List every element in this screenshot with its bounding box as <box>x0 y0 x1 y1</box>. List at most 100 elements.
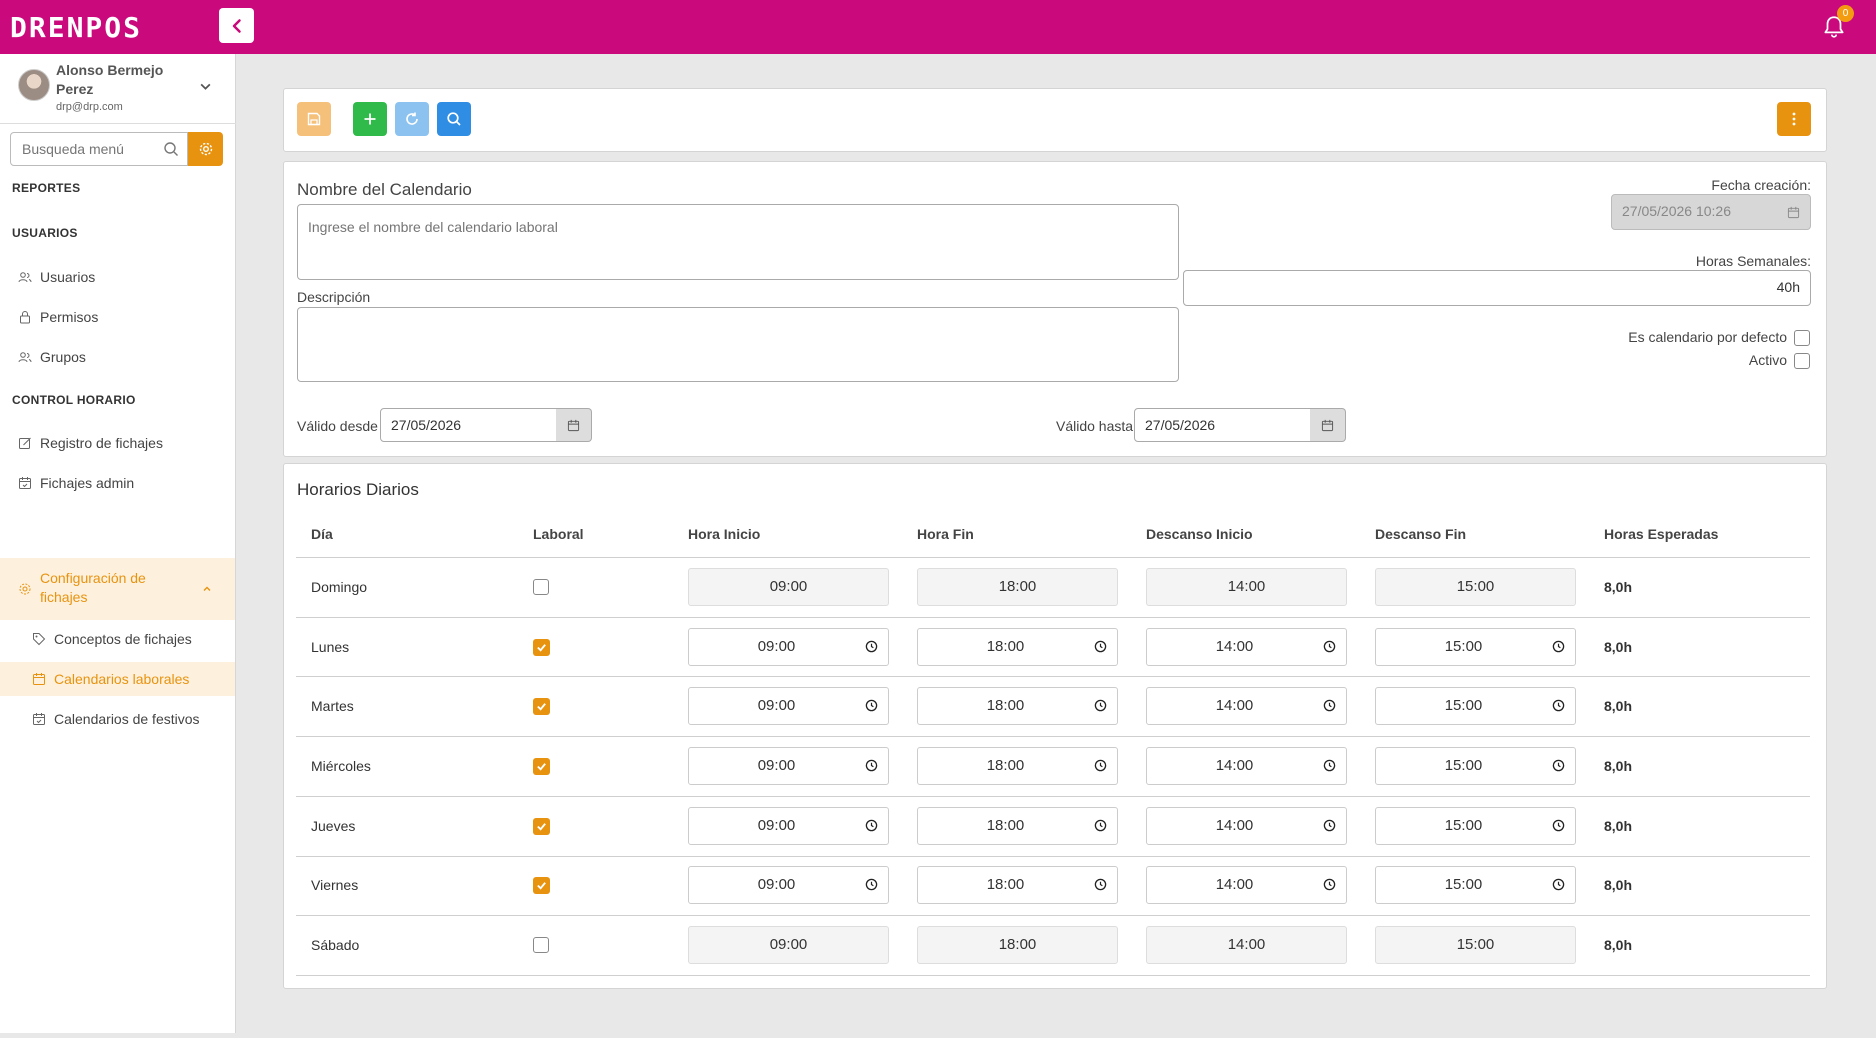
break-start-time-value: 14:00 <box>1227 577 1266 595</box>
refresh-button[interactable] <box>395 102 429 136</box>
table-divider <box>296 974 1810 976</box>
daily-schedule-title: Horarios Diarios <box>297 480 419 499</box>
gear-icon <box>19 583 31 595</box>
break-end-time-input[interactable]: 15:00 <box>1375 806 1576 845</box>
sidebar-item-calendarios-laborales[interactable]: Calendarios laborales <box>0 662 235 696</box>
working-day-checkbox[interactable] <box>533 877 550 895</box>
start-time-value: 09:00 <box>757 637 796 655</box>
default-calendar-label: Es calendario por defecto <box>1628 329 1787 345</box>
check-icon <box>537 703 546 711</box>
column-header-break-start: Descanso Inicio <box>1146 526 1253 542</box>
column-header-start: Hora Inicio <box>688 526 761 542</box>
default-calendar-checkbox[interactable] <box>1794 330 1810 346</box>
break-start-time-input[interactable]: 14:00 <box>1146 687 1347 726</box>
section-control-horario[interactable]: CONTROL HORARIO <box>12 393 136 407</box>
edit-icon <box>19 437 31 449</box>
clock-icon <box>1323 640 1336 652</box>
end-time-value: 18:00 <box>998 577 1037 595</box>
break-start-time-input: 14:00 <box>1146 926 1347 965</box>
sidebar-item-label: Calendarios de festivos <box>54 711 200 727</box>
description-textarea[interactable] <box>297 307 1179 382</box>
calendar-icon <box>1321 419 1334 431</box>
break-start-time-value: 14:00 <box>1215 697 1254 715</box>
sidebar-item-usuarios[interactable]: Usuarios <box>0 260 235 294</box>
user-email: drp@drp.com <box>56 101 123 113</box>
break-end-time-value: 15:00 <box>1456 936 1495 954</box>
sidebar-item-configuracion-fichajes[interactable]: Configuración de fichajes <box>0 558 235 620</box>
working-day-checkbox[interactable] <box>533 698 550 716</box>
add-button[interactable] <box>353 102 387 136</box>
start-time-input[interactable]: 09:00 <box>688 627 889 666</box>
break-end-time-input: 15:00 <box>1375 567 1576 606</box>
table-divider <box>296 557 1810 558</box>
app-logo[interactable]: DRENPOS <box>10 11 143 44</box>
break-end-time-input[interactable]: 15:00 <box>1375 746 1576 785</box>
save-icon <box>307 112 321 126</box>
working-day-checkbox[interactable] <box>533 757 550 775</box>
sidebar-item-permisos[interactable]: Permisos <box>0 300 235 334</box>
search-button[interactable] <box>437 102 471 136</box>
start-time-input[interactable]: 09:00 <box>688 746 889 785</box>
end-time-input[interactable]: 18:00 <box>917 627 1118 666</box>
working-day-checkbox[interactable] <box>533 578 549 595</box>
sidebar-item-conceptos-fichajes[interactable]: Conceptos de fichajes <box>0 622 235 656</box>
break-end-time-value: 15:00 <box>1444 756 1483 774</box>
plus-icon <box>364 113 376 125</box>
end-time-input[interactable]: 18:00 <box>917 806 1118 845</box>
clock-icon <box>1552 879 1565 891</box>
break-start-time-input: 14:00 <box>1146 567 1347 606</box>
end-time-input[interactable]: 18:00 <box>917 687 1118 726</box>
weekly-hours-input[interactable]: 40h <box>1183 270 1811 306</box>
break-end-time-input[interactable]: 15:00 <box>1375 866 1576 905</box>
end-time-value: 18:00 <box>986 816 1025 834</box>
clock-icon <box>865 759 878 772</box>
break-start-time-input[interactable]: 14:00 <box>1146 746 1347 785</box>
valid-from-input[interactable]: 27/05/2026 <box>380 408 557 442</box>
working-day-checkbox[interactable] <box>533 817 550 835</box>
sidebar-item-label: Calendarios laborales <box>54 671 190 687</box>
valid-to-input[interactable]: 27/05/2026 <box>1134 408 1311 442</box>
sidebar-item-registro-fichajes[interactable]: Registro de fichajes <box>0 426 235 460</box>
table-divider <box>296 795 1810 797</box>
active-checkbox[interactable] <box>1794 353 1810 369</box>
sidebar-item-label: Configuración de fichajes <box>40 570 146 605</box>
start-time-value: 09:00 <box>757 816 796 834</box>
calendar-check-icon <box>19 477 31 489</box>
break-end-time-input[interactable]: 15:00 <box>1375 687 1576 726</box>
clock-icon <box>1552 699 1565 712</box>
start-time-input[interactable]: 09:00 <box>688 806 889 845</box>
sidebar-item-label: Fichajes admin <box>40 475 135 491</box>
end-time-input[interactable]: 18:00 <box>917 866 1118 905</box>
working-day-checkbox[interactable] <box>533 937 549 954</box>
working-day-checkbox[interactable] <box>533 638 550 656</box>
start-time-value: 09:00 <box>769 577 808 595</box>
user-panel[interactable]: Alonso Bermejo Perez drp@drp.com <box>0 54 236 124</box>
valid-to-calendar-button[interactable] <box>1310 408 1346 442</box>
sidebar-item-calendarios-festivos[interactable]: Calendarios de festivos <box>0 702 235 736</box>
menu-settings-button[interactable] <box>188 132 223 166</box>
start-time-input[interactable]: 09:00 <box>688 866 889 905</box>
more-options-button[interactable] <box>1777 102 1811 136</box>
save-button[interactable] <box>297 102 331 136</box>
valid-from-calendar-button[interactable] <box>556 408 592 442</box>
user-name: Alonso Bermejo Perez <box>56 62 164 97</box>
start-time-input[interactable]: 09:00 <box>688 687 889 726</box>
section-reportes[interactable]: REPORTES <box>12 181 81 195</box>
chevron-up-icon <box>203 586 211 591</box>
clock-icon <box>1094 819 1107 831</box>
collapse-sidebar-button[interactable] <box>219 8 254 43</box>
sidebar-item-grupos[interactable]: Grupos <box>0 340 235 374</box>
break-start-time-input[interactable]: 14:00 <box>1146 866 1347 905</box>
table-divider <box>296 855 1810 857</box>
section-usuarios[interactable]: USUARIOS <box>12 226 78 240</box>
break-end-time-input[interactable]: 15:00 <box>1375 627 1576 666</box>
chevron-down-icon[interactable] <box>199 80 212 93</box>
sidebar-item-fichajes-admin[interactable]: Fichajes admin <box>0 466 235 500</box>
break-start-time-input[interactable]: 14:00 <box>1146 627 1347 666</box>
menu-search-input[interactable] <box>11 133 151 165</box>
end-time-input[interactable]: 18:00 <box>917 746 1118 785</box>
calendar-name-input[interactable] <box>297 204 1179 280</box>
expected-hours: 8,0h <box>1604 698 1633 715</box>
group-icon <box>18 352 32 363</box>
break-start-time-input[interactable]: 14:00 <box>1146 806 1347 845</box>
